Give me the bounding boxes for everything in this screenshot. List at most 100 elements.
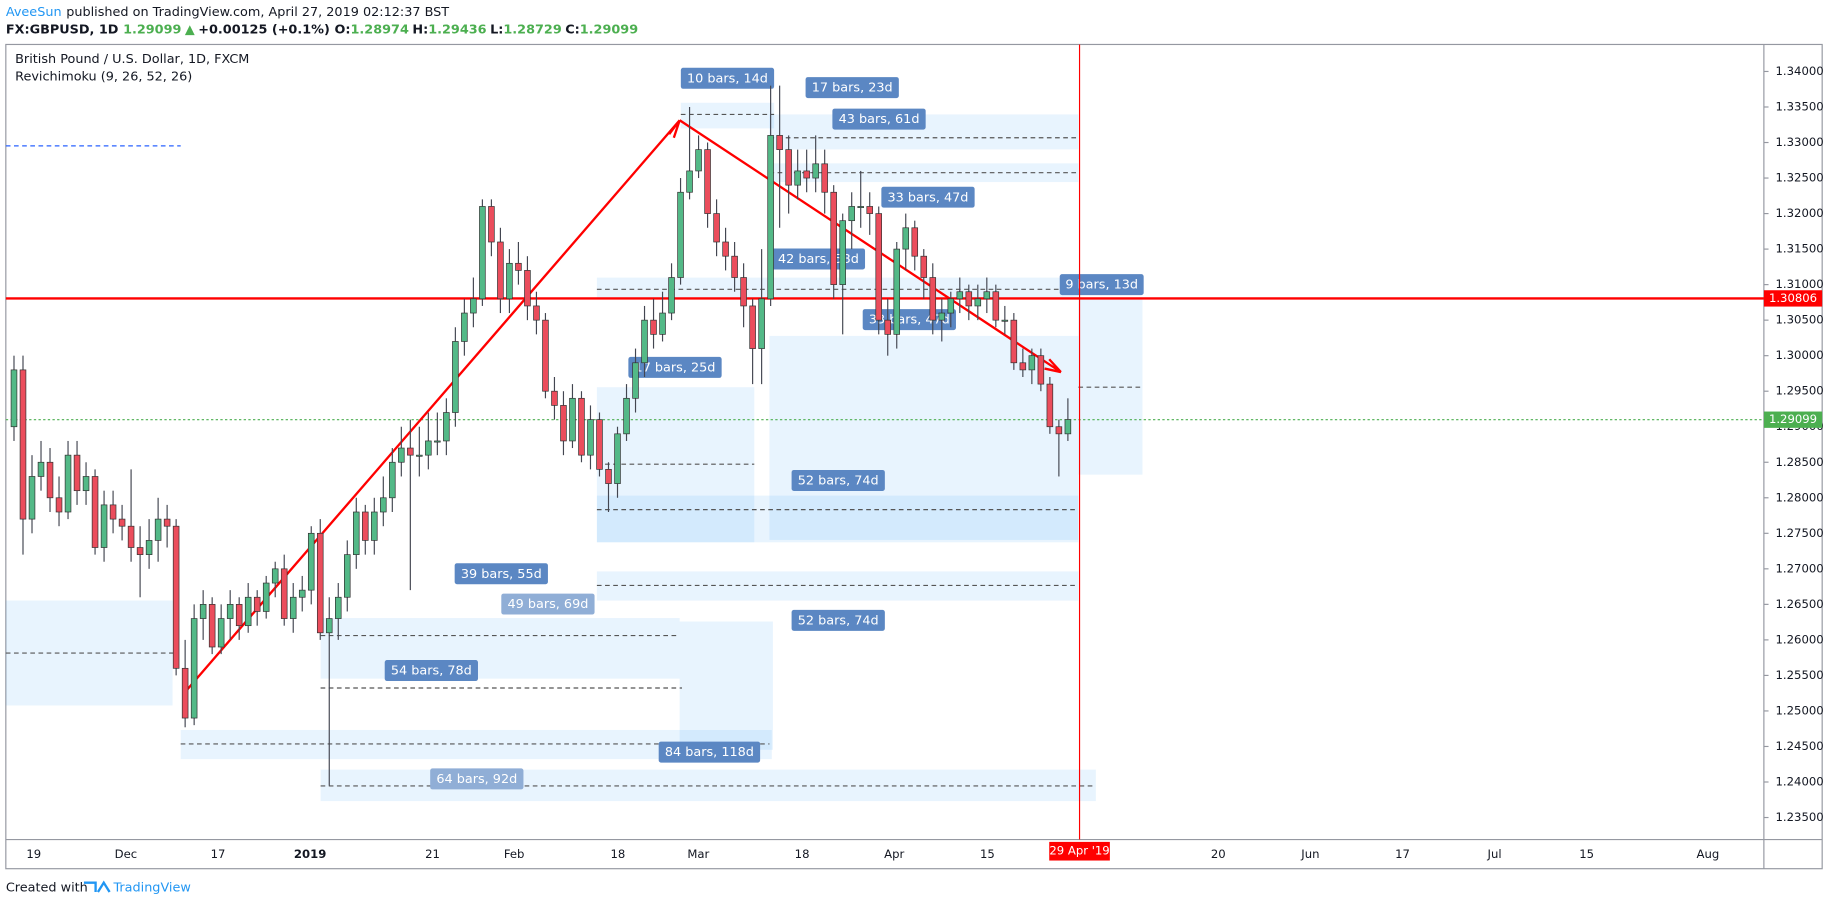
range-box <box>596 495 1079 543</box>
y-tick-label: 1.27500 <box>1776 526 1824 540</box>
candle-body <box>425 440 432 456</box>
candle-body <box>956 291 964 300</box>
candle-body <box>911 227 919 257</box>
annotation-label: 42 bars, 58d <box>778 252 859 267</box>
candle-body <box>668 277 675 314</box>
candle-body <box>983 291 991 300</box>
candle-body <box>470 298 477 314</box>
candle-body <box>578 397 585 456</box>
annotation-label: 17 bars, 25d <box>635 360 716 375</box>
x-tick-label: 15 <box>980 847 995 861</box>
y-tick-label: 1.26000 <box>1776 632 1824 646</box>
annotation-label: 9 bars, 13d <box>1065 278 1138 293</box>
candle-body <box>1064 419 1072 435</box>
candle-body <box>82 476 90 492</box>
candle-body <box>208 604 216 648</box>
candle-body <box>262 582 270 612</box>
x-tick-label: 20 <box>1211 847 1226 861</box>
x-tick-label: Aug <box>1697 847 1720 861</box>
range-box <box>769 335 1079 540</box>
y-tick-label: 1.33500 <box>1776 99 1824 113</box>
candle-body <box>794 170 801 186</box>
annotation-label: 84 bars, 118d <box>665 745 754 760</box>
candle-body <box>344 554 351 598</box>
price-label: 1.30806 <box>1769 291 1817 305</box>
annotation-box <box>501 593 595 615</box>
candle-body <box>1010 319 1018 364</box>
candle-body <box>371 511 378 541</box>
chart-title: British Pound / U.S. Dollar, 1D, FXCM <box>15 52 249 67</box>
candle-body <box>839 220 846 285</box>
change: +0.00125 (+0.1%) <box>198 22 330 37</box>
range-box <box>320 618 680 679</box>
candle-body <box>776 135 783 150</box>
candle-body <box>650 319 657 335</box>
candle-body <box>533 305 540 321</box>
candle-body <box>713 213 720 243</box>
annotation-label: 17 bars, 23d <box>812 81 893 96</box>
candle-body <box>929 277 937 321</box>
candle-body <box>389 461 396 499</box>
candle-body <box>551 390 558 406</box>
candle-body <box>226 604 234 619</box>
candle-body <box>64 454 72 513</box>
y-tick-label: 1.24000 <box>1776 774 1824 788</box>
candle-body <box>452 341 459 413</box>
candle-body <box>271 568 279 584</box>
footer: Created with TradingView <box>6 880 191 895</box>
annotation-box <box>628 356 722 378</box>
candle-body <box>965 291 973 307</box>
candle-body <box>767 135 774 300</box>
y-tick-label: 1.32000 <box>1776 206 1824 220</box>
annotation-box <box>832 108 926 130</box>
last: 1.29099 <box>123 22 181 37</box>
annotation-label: 64 bars, 92d <box>436 772 517 787</box>
y-tick-label: 1.25000 <box>1776 703 1824 717</box>
candle-body <box>316 532 324 634</box>
candle-body <box>560 405 567 442</box>
candle-body <box>785 149 792 186</box>
candle-body <box>479 206 486 300</box>
annotation-box <box>454 563 548 585</box>
candle-body <box>758 298 765 349</box>
candle-body <box>434 440 441 443</box>
candle-body <box>632 362 639 399</box>
candle-body <box>866 206 873 214</box>
candle-body <box>407 447 414 456</box>
candle-body <box>127 525 135 548</box>
candle-body <box>1001 319 1009 322</box>
author[interactable]: AveeSun <box>6 4 62 19</box>
candle-body <box>91 476 99 548</box>
candle-body <box>1028 355 1036 371</box>
candle-body <box>992 291 1000 321</box>
plot: 10 bars, 14d 17 bars, 23d 43 bars, 61d 33 b… <box>5 44 1824 861</box>
x-tick-label: Dec <box>115 847 138 861</box>
candle-body <box>73 454 81 492</box>
x-tick-label: 17 <box>211 847 226 861</box>
o-label: O: <box>334 22 350 37</box>
annotation-label: 52 bars, 74d <box>798 474 879 489</box>
candle-body <box>298 589 306 598</box>
c-label: C: <box>565 22 580 37</box>
x-tick-label: 18 <box>795 847 810 861</box>
candle-body <box>217 618 225 648</box>
footer-brand[interactable]: TradingView <box>112 880 190 895</box>
candle-body <box>920 255 928 278</box>
y-tick-label: 1.23500 <box>1776 810 1824 824</box>
candle-body <box>695 149 702 172</box>
logo <box>83 880 111 893</box>
annotation-label: 49 bars, 69d <box>507 597 588 612</box>
candle-body <box>136 547 144 555</box>
price-label-box <box>1763 290 1823 307</box>
candle-body <box>289 596 297 619</box>
h-label: H: <box>412 22 428 37</box>
candle-body <box>884 319 891 335</box>
y-tick-label: 1.32500 <box>1776 171 1824 185</box>
candle-body <box>1019 362 1027 371</box>
candle-body <box>380 497 387 513</box>
annotation-label: 43 bars, 61d <box>839 112 920 127</box>
candle-body <box>641 319 648 364</box>
candle-body <box>398 447 405 463</box>
candle-body <box>497 241 504 300</box>
